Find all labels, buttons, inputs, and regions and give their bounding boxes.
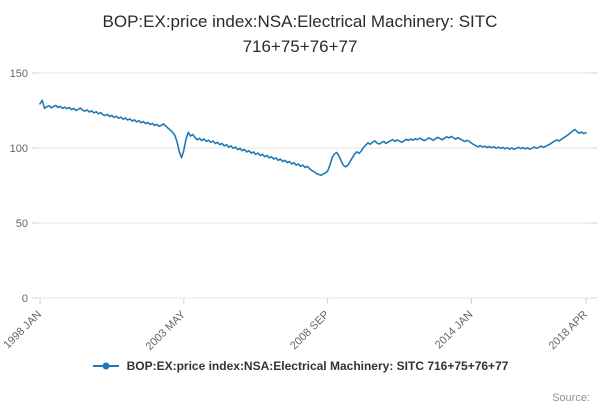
y-axis-label: 150: [10, 68, 28, 80]
y-axis-label: 50: [16, 218, 28, 230]
chart-title-line1: BOP:EX:price index:NSA:Electrical Machin…: [102, 12, 498, 31]
source-label: Source:: [552, 392, 590, 404]
chart-container: BOP:EX:price index:NSA:Electrical Machin…: [0, 10, 600, 410]
x-axis-label: 2003 MAY: [144, 308, 189, 353]
x-axis-label: 2018 APR: [547, 309, 591, 353]
legend-marker-icon: [92, 362, 119, 370]
plot-area: 0 50 100 150 1998 JAN 2003 MAY 2008 SEP 2014 JA…: [0, 61, 600, 357]
time-series-line-chart: 0 50 100 150 1998 JAN 2003 MAY 2008 SEP 2014 JA…: [1, 68, 597, 353]
series-line: [39, 99, 587, 177]
x-axis-label: 1998 JAN: [1, 309, 44, 352]
legend[interactable]: BOP:EX:price index:NSA:Electrical Machin…: [0, 359, 600, 373]
chart-title: BOP:EX:price index:NSA:Electrical Machin…: [0, 10, 600, 59]
x-axis-label: 2008 SEP: [288, 309, 332, 353]
y-axis-label: 0: [22, 293, 28, 305]
x-axis-label: 2014 JAN: [433, 309, 476, 352]
y-axis-label: 100: [10, 143, 28, 155]
chart-title-line2: 716+75+76+77: [242, 36, 358, 56]
legend-label: BOP:EX:price index:NSA:Electrical Machin…: [126, 359, 509, 374]
